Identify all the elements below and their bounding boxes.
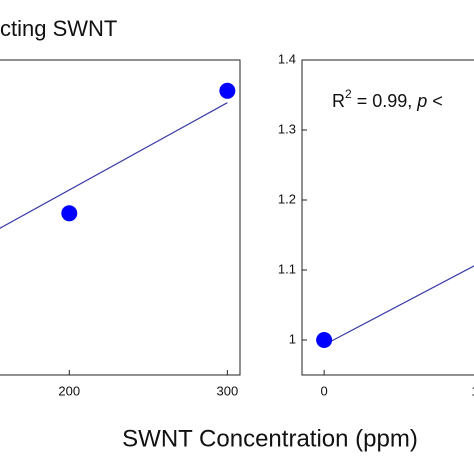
chart-title: cting SWNT [0,16,117,41]
annotation-part: p [416,91,427,111]
data-point [316,332,333,348]
y-tick-label: 1.3 [278,121,296,136]
plot-frame [301,59,474,376]
annotation-part: R [332,91,345,111]
x-axis-label: SWNT Concentration (ppm) [122,425,418,452]
annotation: R2 = 0.99, p < [332,87,443,111]
annotation-part: < [427,91,443,111]
fit-line [323,265,474,346]
annotation-part: 2 [345,87,352,101]
fit-line [0,102,228,229]
data-point [61,205,78,222]
y-tick-label: 1.1 [278,261,296,276]
y-tick-label: 1 [289,331,296,346]
plot-area [0,82,236,229]
annotation-part: = 0.99, [352,91,418,111]
y-tick-label: 1.2 [278,191,296,206]
x-tick-label: 200 [58,383,80,398]
data-point [219,82,236,99]
x-tick-label: 0 [321,383,328,398]
plot-frame [0,59,241,376]
x-tick-label: 300 [217,383,239,398]
y-tick-label: 1.4 [278,51,296,66]
x-tick-label: 100 [471,383,474,398]
plot-area [316,265,474,348]
